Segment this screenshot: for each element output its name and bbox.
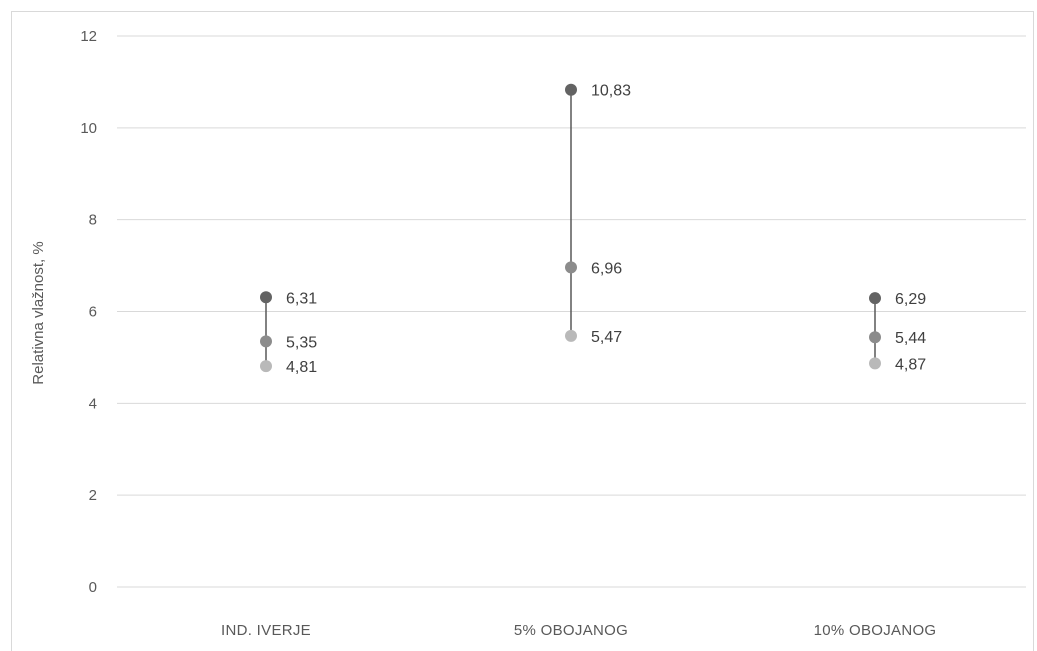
chart-area <box>11 11 1034 651</box>
y-tick-label-5: 10 <box>80 120 97 137</box>
data-label-2-1: 5,44 <box>895 330 926 347</box>
x-category-label-1: 5% OBOJANOG <box>514 622 628 639</box>
y-tick-label-4: 8 <box>89 212 97 229</box>
data-label-0-2: 4,81 <box>286 359 317 376</box>
data-points <box>260 83 881 373</box>
data-label-0-0: 6,31 <box>286 290 317 307</box>
y-tick-label-6: 12 <box>80 28 97 45</box>
data-label-0-1: 5,35 <box>286 334 317 351</box>
data-point-2-2 <box>869 357 881 370</box>
data-point-0-2 <box>260 360 272 373</box>
y-tick-label-1: 2 <box>89 487 97 504</box>
data-point-1-0 <box>565 83 577 96</box>
x-category-label-2: 10% OBOJANOG <box>814 622 937 639</box>
y-tick-label-0: 0 <box>89 579 97 596</box>
y-axis-ticks: 0 2 4 6 8 10 12 <box>80 28 97 596</box>
data-point-1-2 <box>565 329 577 342</box>
data-label-1-0: 10,83 <box>591 83 631 100</box>
data-labels: 6,31 5,35 4,81 10,83 6,96 5,47 6,29 5,44 4,87 <box>286 83 926 376</box>
y-tick-label-2: 4 <box>89 395 97 412</box>
data-label-1-1: 6,96 <box>591 260 622 277</box>
y-tick-label-3: 6 <box>89 304 97 321</box>
data-label-2-0: 6,29 <box>895 291 926 308</box>
data-point-2-1 <box>869 331 881 344</box>
data-label-2-2: 4,87 <box>895 356 926 373</box>
data-point-2-0 <box>869 292 881 305</box>
x-axis-categories: IND. IVERJE 5% OBOJANOG 10% OBOJANOG <box>221 622 936 639</box>
range-lines <box>265 89 876 367</box>
data-point-1-1 <box>565 261 577 274</box>
data-label-1-2: 5,47 <box>591 329 622 346</box>
y-axis-title: Relativna vlažnost, % <box>30 241 47 384</box>
x-category-label-0: IND. IVERJE <box>221 622 311 639</box>
data-point-0-0 <box>260 291 272 304</box>
data-point-0-1 <box>260 335 272 348</box>
